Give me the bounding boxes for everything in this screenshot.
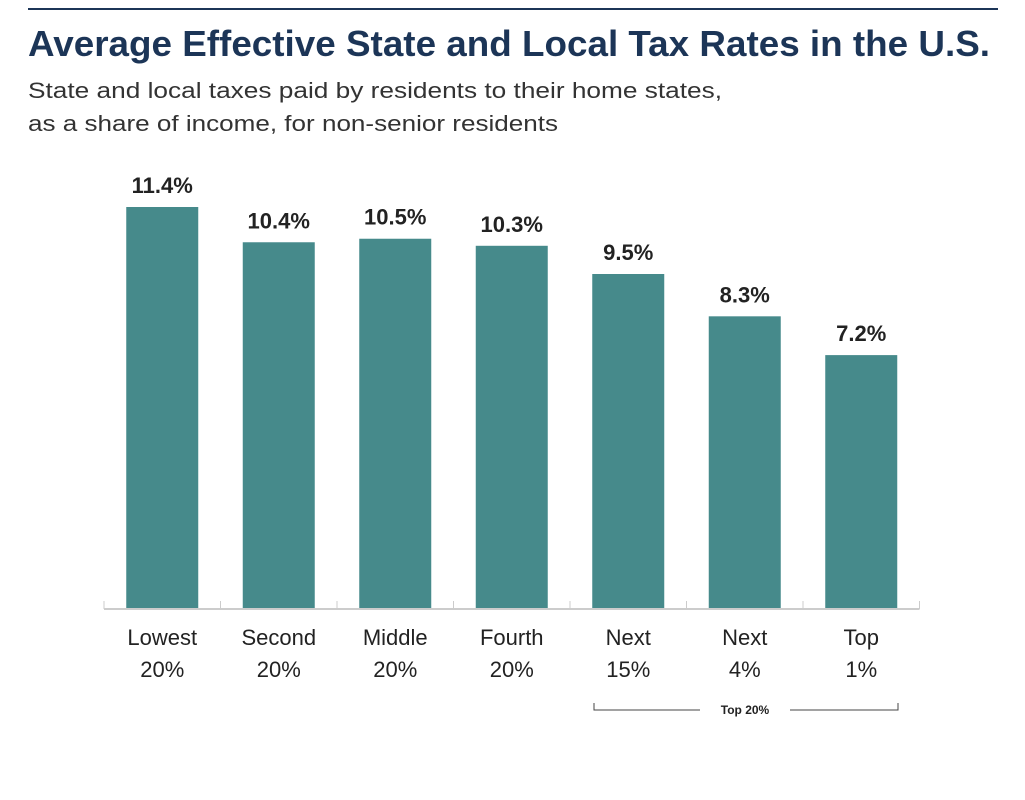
x-tick-label: Top — [844, 625, 879, 650]
bracket-left-line — [593, 703, 700, 711]
x-tick-label: 4% — [729, 657, 761, 682]
x-tick-label: Second — [241, 625, 316, 650]
chart-subtitle-line-2: as a share of income, for non-senior res… — [28, 111, 558, 136]
bar — [592, 274, 665, 609]
bars-group: 11.4% 10.4% 10.5% 10.3% 9.5% 8.3% 7.2% — [126, 173, 898, 609]
x-tick-label: Next — [606, 625, 651, 650]
x-tick-label: 20% — [140, 657, 184, 682]
bracket-right-line — [790, 703, 899, 711]
bar — [825, 355, 898, 609]
x-tick-label: Fourth — [480, 625, 544, 650]
x-tick-label: Next — [722, 625, 767, 650]
bar — [242, 242, 315, 609]
x-tick-label: 20% — [490, 657, 534, 682]
data-label: 7.2% — [836, 321, 886, 346]
x-axis: Lowest 20% Second 20% Middle 20% Fourth 20% Next… — [103, 601, 920, 682]
data-label: 11.4% — [132, 173, 193, 198]
data-label: 8.3% — [720, 282, 770, 307]
chart-title: Average Effective State and Local Tax Ra… — [28, 23, 990, 64]
bar — [475, 245, 548, 609]
x-tick-label: Middle — [363, 625, 428, 650]
chart-subtitle-line-1: State and local taxes paid by residents … — [28, 78, 722, 103]
bracket-label: Top 20% — [721, 703, 770, 717]
x-tick-label: 1% — [845, 657, 877, 682]
group-bracket: Top 20% — [593, 703, 899, 717]
bar — [126, 207, 199, 609]
data-label: 10.3% — [481, 212, 543, 237]
x-tick-label: 20% — [373, 657, 417, 682]
data-label: 9.5% — [603, 240, 653, 265]
data-label: 10.4% — [248, 208, 310, 233]
x-tick-label: 15% — [606, 657, 650, 682]
data-label: 10.5% — [364, 205, 426, 230]
bar — [708, 316, 781, 609]
x-tick-label: Lowest — [127, 625, 197, 650]
bar — [359, 238, 432, 609]
x-tick-label: 20% — [257, 657, 301, 682]
